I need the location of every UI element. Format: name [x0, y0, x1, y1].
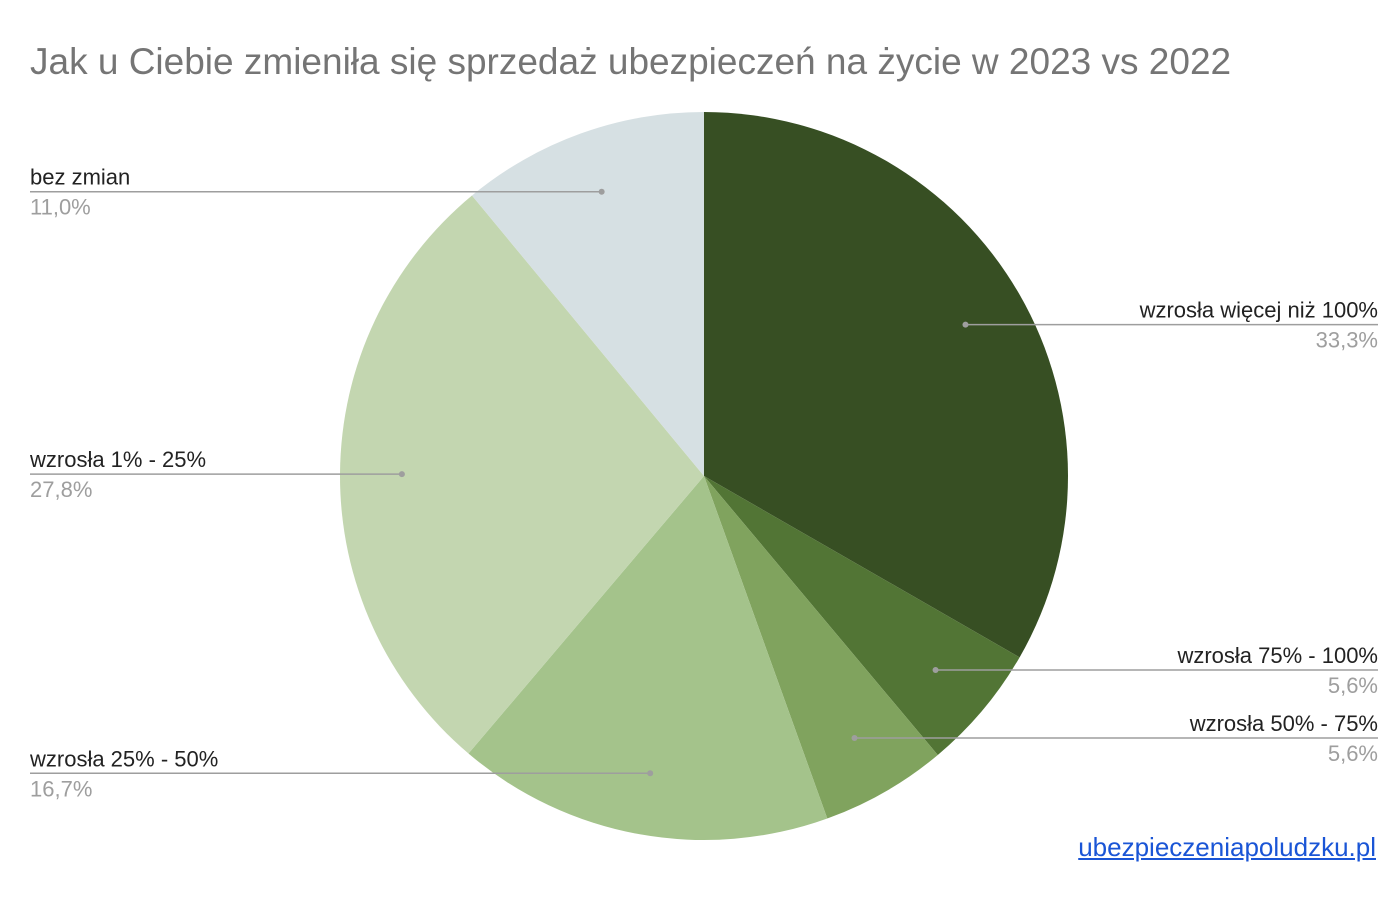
- pie-slice-2: [704, 476, 938, 819]
- leader-dot-0: [962, 321, 969, 328]
- slice-value-1: 5,6%: [1328, 673, 1378, 698]
- leader-dot-5: [598, 188, 605, 195]
- pie-slice-1: [704, 476, 1020, 755]
- leader-dot-1: [932, 667, 939, 674]
- leader-dot-3: [647, 770, 654, 777]
- slice-labels: wzrosła więcej niż 100% 33,3% wzrosła 75% …: [29, 165, 1378, 801]
- slice-label-5: bez zmian: [30, 165, 130, 190]
- slice-label-4: wzrosła 1% - 25%: [29, 447, 206, 472]
- leader-dot-2: [851, 734, 858, 741]
- slice-label-3: wzrosła 25% - 50%: [29, 746, 218, 771]
- slice-value-5: 11,0%: [30, 195, 91, 220]
- slice-label-2: wzrosła 50% - 75%: [1189, 711, 1378, 736]
- slice-value-2: 5,6%: [1328, 741, 1378, 766]
- slice-value-4: 27,8%: [30, 477, 92, 502]
- slice-value-3: 16,7%: [30, 776, 92, 801]
- source-link[interactable]: ubezpieczeniapoludzku.pl: [1078, 832, 1376, 862]
- pie-slice-5: [471, 111, 704, 476]
- slice-label-1: wzrosła 75% - 100%: [1176, 643, 1378, 668]
- chart-title: Jak u Ciebie zmieniła się sprzedaż ubezp…: [30, 41, 1231, 82]
- pie-slices: [339, 111, 1068, 841]
- slice-label-0: wzrosła więcej niż 100%: [1139, 298, 1378, 323]
- pie-slice-0: [704, 112, 1068, 658]
- pie-slice-3: [468, 476, 828, 841]
- leader-dot-4: [398, 471, 405, 478]
- pie-slice-4: [339, 195, 704, 754]
- slice-value-0: 33,3%: [1316, 328, 1378, 353]
